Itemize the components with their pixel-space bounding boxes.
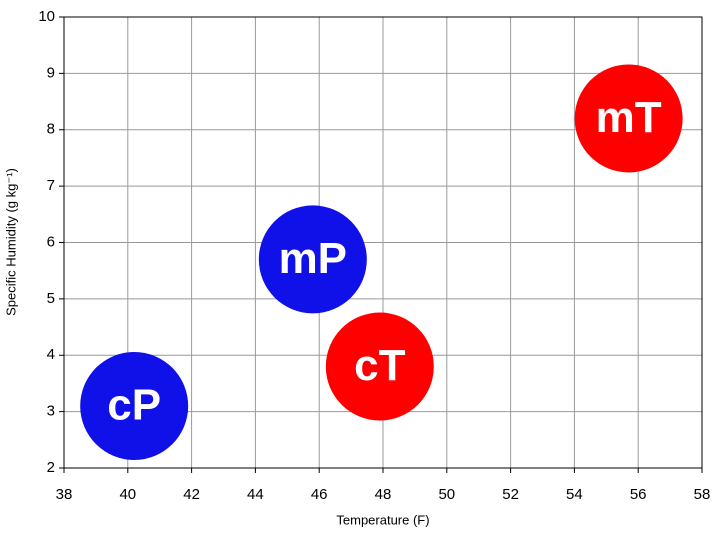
y-tick-label: 6 <box>47 233 55 250</box>
x-tick-label: 50 <box>438 486 455 503</box>
x-tick-label: 46 <box>311 486 328 503</box>
x-tick-label: 54 <box>566 486 583 503</box>
bubble-label: mT <box>596 93 662 142</box>
x-tick-label: 58 <box>694 486 711 503</box>
y-tick-label: 5 <box>47 290 55 307</box>
x-tick-label: 42 <box>183 486 200 503</box>
air-mass-bubble <box>574 64 683 173</box>
y-tick-label: 8 <box>47 121 55 138</box>
x-tick-label: 56 <box>630 486 647 503</box>
bubble-label: cP <box>107 381 161 430</box>
y-tick-label: 3 <box>47 403 55 420</box>
x-tick-label: 48 <box>375 486 392 503</box>
bubble-label: cT <box>354 341 405 390</box>
y-tick-label: 2 <box>47 459 55 476</box>
y-axis-title: Specific Humidity (g kg⁻¹) <box>3 168 18 316</box>
air-mass-bubble <box>80 351 189 460</box>
bubble-label: mP <box>279 234 347 283</box>
x-tick-label: 52 <box>502 486 519 503</box>
y-tick-label: 10 <box>38 8 55 25</box>
plot-border <box>63 16 703 469</box>
x-axis-title: Temperature (F) <box>336 512 429 527</box>
y-tick-label: 7 <box>47 177 55 194</box>
air-mass-bubble <box>258 205 367 314</box>
y-tick-label: 4 <box>47 346 55 363</box>
air-mass-bubble <box>325 312 434 421</box>
x-tick-label: 38 <box>56 486 73 503</box>
x-tick-label: 44 <box>247 486 264 503</box>
y-tick-label: 9 <box>47 64 55 81</box>
x-tick-label: 40 <box>119 486 136 503</box>
